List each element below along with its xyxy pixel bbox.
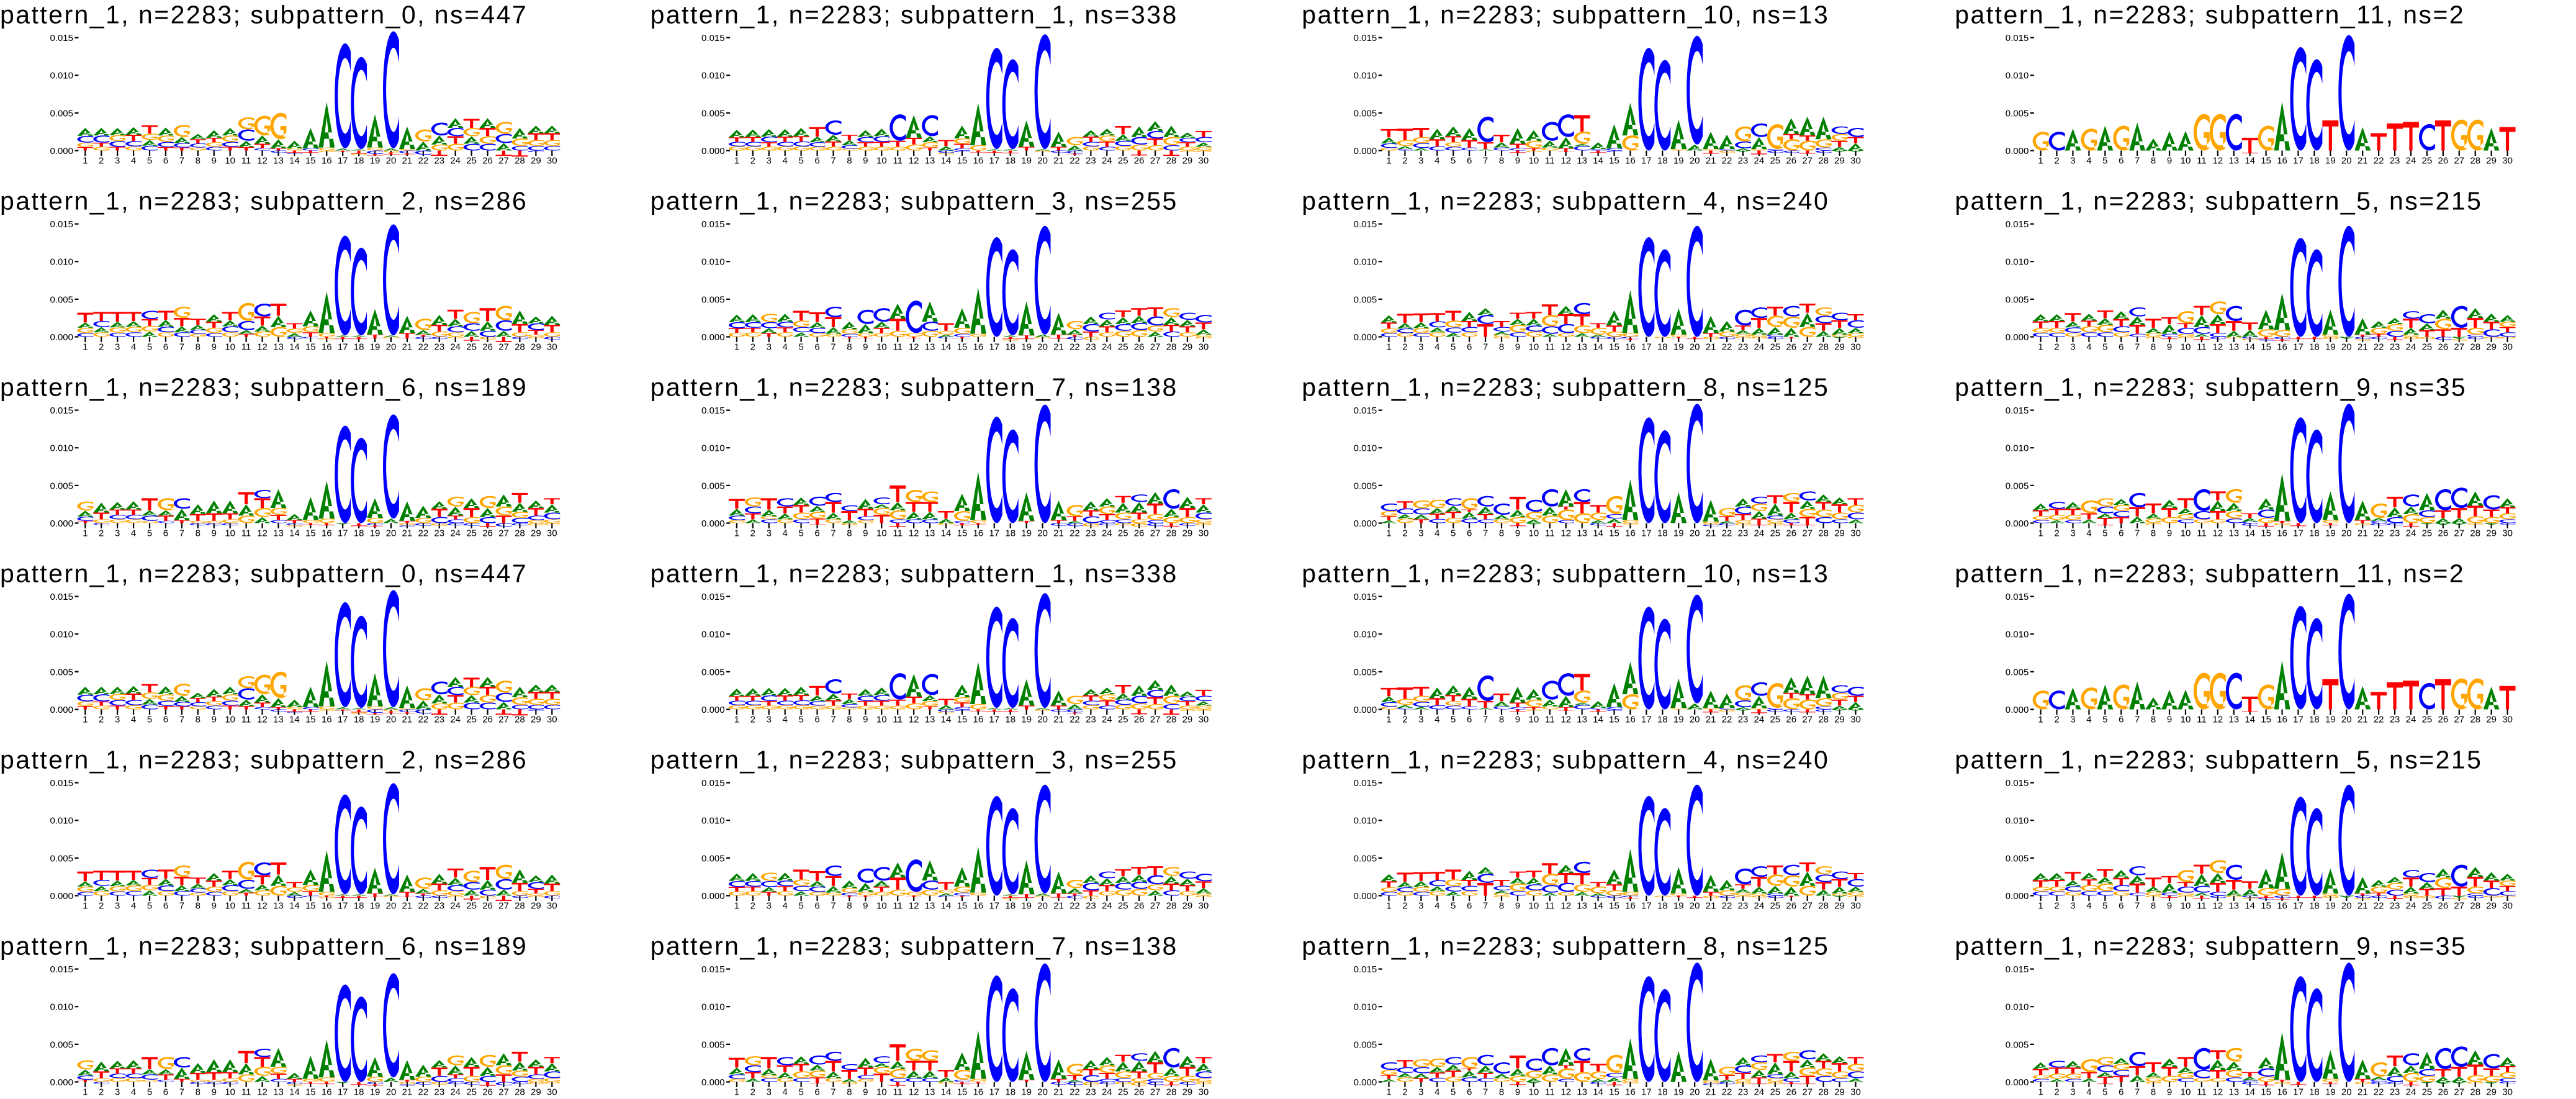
svg-text:pattern_1, n=2283; subpattern_: pattern_1, n=2283; subpattern_1, ns=338 (651, 559, 1178, 588)
svg-text:pattern_1, n=2283; subpattern_: pattern_1, n=2283; subpattern_6, ns=189 (0, 373, 528, 402)
svg-text:pattern_1, n=2283; subpattern_: pattern_1, n=2283; subpattern_3, ns=255 (651, 746, 1178, 774)
svg-text:pattern_1, n=2283; subpattern_: pattern_1, n=2283; subpattern_7, ns=138 (651, 932, 1178, 961)
svg-text:pattern_1, n=2283; subpattern_: pattern_1, n=2283; subpattern_3, ns=255 (651, 187, 1178, 215)
svg-text:pattern_1, n=2283; subpattern_: pattern_1, n=2283; subpattern_9, ns=35 (1955, 932, 2467, 961)
svg-text:pattern_1, n=2283; subpattern_: pattern_1, n=2283; subpattern_5, ns=215 (1955, 187, 2482, 215)
svg-text:pattern_1, n=2283; subpattern_: pattern_1, n=2283; subpattern_4, ns=240 (1302, 746, 1829, 774)
svg-text:pattern_1, n=2283; subpattern_: pattern_1, n=2283; subpattern_2, ns=286 (0, 187, 528, 215)
svg-text:pattern_1, n=2283; subpattern_: pattern_1, n=2283; subpattern_8, ns=125 (1302, 932, 1829, 961)
svg-text:pattern_1, n=2283; subpattern_: pattern_1, n=2283; subpattern_11, ns=2 (1955, 559, 2465, 588)
svg-text:pattern_1, n=2283; subpattern_: pattern_1, n=2283; subpattern_0, ns=447 (0, 559, 528, 588)
svg-text:pattern_1, n=2283; subpattern_: pattern_1, n=2283; subpattern_11, ns=2 (1955, 1, 2465, 29)
svg-text:pattern_1, n=2283; subpattern_: pattern_1, n=2283; subpattern_6, ns=189 (0, 932, 528, 961)
svg-text:pattern_1, n=2283; subpattern_: pattern_1, n=2283; subpattern_0, ns=447 (0, 1, 528, 29)
svg-text:pattern_1, n=2283; subpattern_: pattern_1, n=2283; subpattern_5, ns=215 (1955, 746, 2482, 774)
svg-text:pattern_1, n=2283; subpattern_: pattern_1, n=2283; subpattern_2, ns=286 (0, 746, 528, 774)
svg-text:pattern_1, n=2283; subpattern_: pattern_1, n=2283; subpattern_9, ns=35 (1955, 373, 2467, 402)
svg-text:pattern_1, n=2283; subpattern_: pattern_1, n=2283; subpattern_8, ns=125 (1302, 373, 1829, 402)
svg-text:pattern_1, n=2283; subpattern_: pattern_1, n=2283; subpattern_1, ns=338 (651, 1, 1178, 29)
svg-text:pattern_1, n=2283; subpattern_: pattern_1, n=2283; subpattern_10, ns=13 (1302, 559, 1829, 588)
svg-text:pattern_1, n=2283; subpattern_: pattern_1, n=2283; subpattern_7, ns=138 (651, 373, 1178, 402)
svg-text:pattern_1, n=2283; subpattern_: pattern_1, n=2283; subpattern_10, ns=13 (1302, 1, 1829, 29)
svg-text:pattern_1, n=2283; subpattern_: pattern_1, n=2283; subpattern_4, ns=240 (1302, 187, 1829, 215)
